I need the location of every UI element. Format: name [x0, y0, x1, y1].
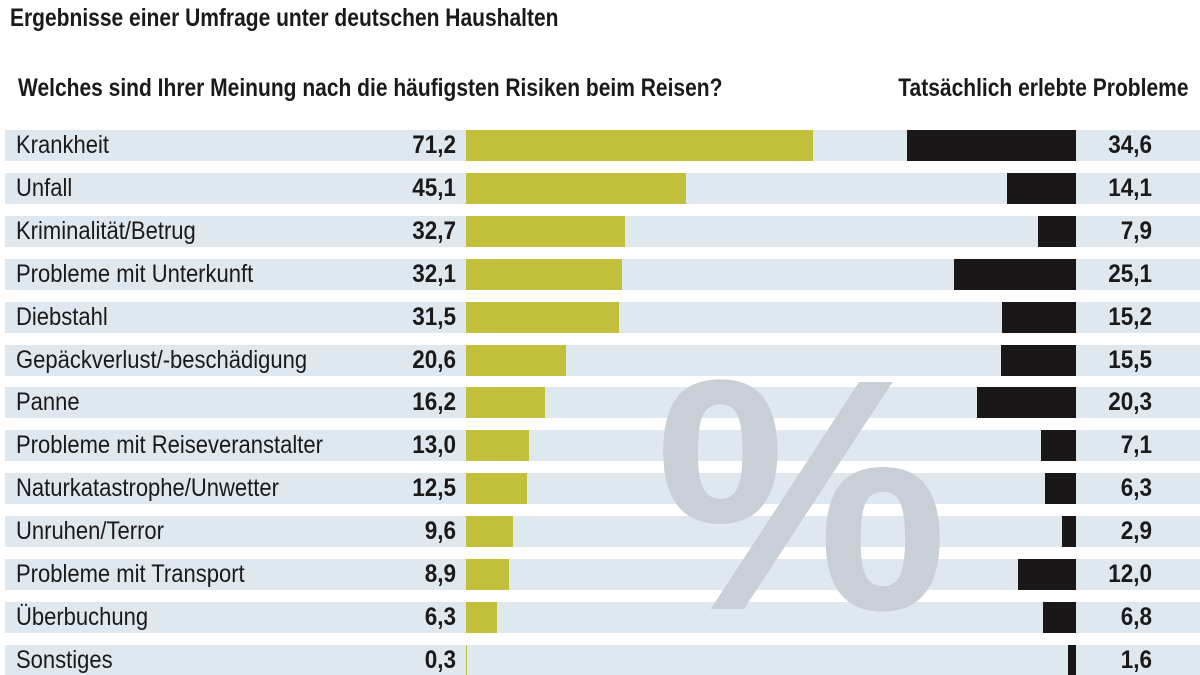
row-band	[5, 430, 1200, 461]
survey-value-label: 31,5	[412, 303, 456, 331]
survey-bar	[466, 130, 813, 161]
survey-bar	[466, 473, 527, 504]
category-label: Kriminalität/Betrug	[16, 217, 196, 245]
experienced-bar	[1017, 559, 1076, 590]
survey-value-label: 13,0	[412, 431, 456, 459]
experienced-bar	[1041, 430, 1076, 461]
survey-value-label: 12,5	[412, 474, 456, 502]
percent-watermark: %	[655, 310, 949, 675]
category-label: Naturkatastrophe/Unwetter	[16, 474, 279, 502]
survey-bar	[466, 345, 567, 376]
category-label: Probleme mit Transport	[16, 560, 245, 588]
survey-value-label: 8,9	[424, 560, 456, 588]
experienced-value-label: 15,5	[1108, 346, 1152, 374]
survey-bar	[466, 430, 530, 461]
experienced-bar	[1061, 516, 1076, 547]
category-label: Unruhen/Terror	[16, 517, 164, 545]
experienced-bar	[1037, 216, 1076, 247]
survey-bar	[466, 302, 620, 333]
survey-bar	[466, 645, 468, 675]
experienced-bar	[1068, 645, 1076, 675]
survey-bar	[466, 602, 497, 633]
survey-bar	[466, 173, 686, 204]
chart-title: Ergebnisse einer Umfrage unter deutschen…	[10, 4, 559, 32]
experienced-value-label: 14,1	[1108, 174, 1152, 202]
survey-value-label: 32,7	[412, 217, 456, 245]
experienced-bar	[953, 259, 1076, 290]
survey-value-label: 45,1	[412, 174, 456, 202]
survey-value-label: 32,1	[412, 260, 456, 288]
experienced-value-label: 2,9	[1120, 517, 1152, 545]
survey-bar	[466, 387, 545, 418]
survey-bar	[466, 516, 513, 547]
survey-value-label: 16,2	[412, 388, 456, 416]
category-label: Unfall	[16, 174, 73, 202]
row-band	[5, 473, 1200, 504]
category-label: Krankheit	[16, 131, 109, 159]
row-band	[5, 602, 1200, 633]
experienced-bar	[1000, 345, 1076, 376]
experienced-bar	[907, 130, 1076, 161]
survey-bar	[466, 259, 623, 290]
experienced-value-label: 6,3	[1120, 474, 1152, 502]
category-label: Panne	[16, 388, 80, 416]
experienced-value-label: 7,9	[1120, 217, 1152, 245]
experienced-value-label: 25,1	[1108, 260, 1152, 288]
survey-bar	[466, 216, 626, 247]
category-label: Diebstahl	[16, 303, 108, 331]
experienced-bar	[1042, 602, 1076, 633]
left-subtitle: Welches sind Ihrer Meinung nach die häuf…	[18, 74, 723, 102]
experienced-bar	[1001, 302, 1076, 333]
experienced-value-label: 20,3	[1108, 388, 1152, 416]
survey-value-label: 6,3	[424, 603, 456, 631]
row-band	[5, 645, 1200, 675]
category-label: Überbuchung	[16, 603, 149, 631]
experienced-bar	[1045, 473, 1076, 504]
right-subtitle: Tatsächlich erlebte Probleme	[897, 74, 1188, 102]
experienced-value-label: 7,1	[1120, 431, 1152, 459]
category-label: Sonstiges	[16, 646, 113, 674]
experienced-value-label: 1,6	[1120, 646, 1152, 674]
experienced-bar	[977, 387, 1076, 418]
category-label: Probleme mit Reiseveranstalter	[16, 431, 323, 459]
category-label: Gepäckverlust/-beschädigung	[16, 346, 308, 374]
experienced-bar	[1007, 173, 1076, 204]
survey-value-label: 0,3	[424, 646, 456, 674]
survey-value-label: 71,2	[412, 131, 456, 159]
survey-value-label: 20,6	[412, 346, 456, 374]
experienced-value-label: 15,2	[1108, 303, 1152, 331]
row-band	[5, 559, 1200, 590]
experienced-value-label: 12,0	[1108, 560, 1152, 588]
experienced-value-label: 34,6	[1108, 131, 1152, 159]
survey-bar	[466, 559, 510, 590]
experienced-value-label: 6,8	[1120, 603, 1152, 631]
survey-value-label: 9,6	[424, 517, 456, 545]
category-label: Probleme mit Unterkunft	[16, 260, 254, 288]
row-band	[5, 516, 1200, 547]
